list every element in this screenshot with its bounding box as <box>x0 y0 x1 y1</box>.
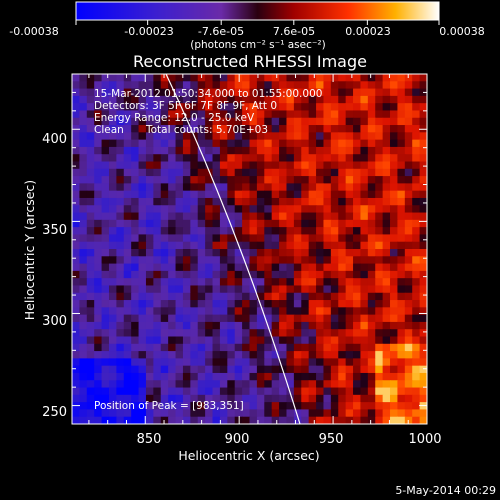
y-tick-label: 350 <box>42 223 67 238</box>
annotation-peak: Position of Peak = [983,351] <box>94 400 244 412</box>
annotation-time: 15-Mar-2012 01:50:34.000 to 01:55:00.000 <box>94 88 322 100</box>
footer-date: 5-May-2014 00:29 <box>395 484 496 497</box>
colorbar-ticks <box>75 20 440 25</box>
solar-limb-line <box>165 74 301 424</box>
x-axis-label: Heliocentric X (arcsec) <box>178 448 319 463</box>
annotation-detectors: Detectors: 3F 5F 6F 7F 8F 9F, Att 0 <box>94 100 277 112</box>
annotation-counts: Total counts: 5.70E+03 <box>145 124 268 136</box>
y-tick-label: 250 <box>42 405 67 420</box>
colorbar-tick-label: -7.6e-05 <box>198 25 244 38</box>
colorbar-tick-label: 7.6e-05 <box>273 25 315 38</box>
x-tick-label: 850 <box>137 432 162 447</box>
y-tick-label: 400 <box>42 132 67 147</box>
annotation-clean: Clean <box>94 124 124 136</box>
y-axis-label: Heliocentric Y (arcsec) <box>22 180 37 320</box>
x-tick-label: 950 <box>319 432 344 447</box>
y-tick-label: 300 <box>42 314 67 329</box>
plot-frame <box>71 73 428 425</box>
colorbar <box>75 1 440 21</box>
colorbar-tick-label: 0.00023 <box>345 25 391 38</box>
axis-ticks <box>72 73 428 424</box>
x-tick-label: 900 <box>225 432 250 447</box>
x-tick-label: 1000 <box>408 432 441 447</box>
colorbar-tick-label: 0.00038 <box>439 25 485 38</box>
colorbar-tick-label: -0.00023 <box>124 25 173 38</box>
colorbar-units: (photons cm⁻² s⁻¹ asec⁻²) <box>190 39 325 51</box>
colorbar-tick-label: -0.00038 <box>9 25 58 38</box>
annotation-energy: Energy Range: 12.0 - 25.0 keV <box>94 112 255 124</box>
chart-title: Reconstructed RHESSI Image <box>133 52 367 71</box>
heatmap-cells <box>72 74 427 424</box>
